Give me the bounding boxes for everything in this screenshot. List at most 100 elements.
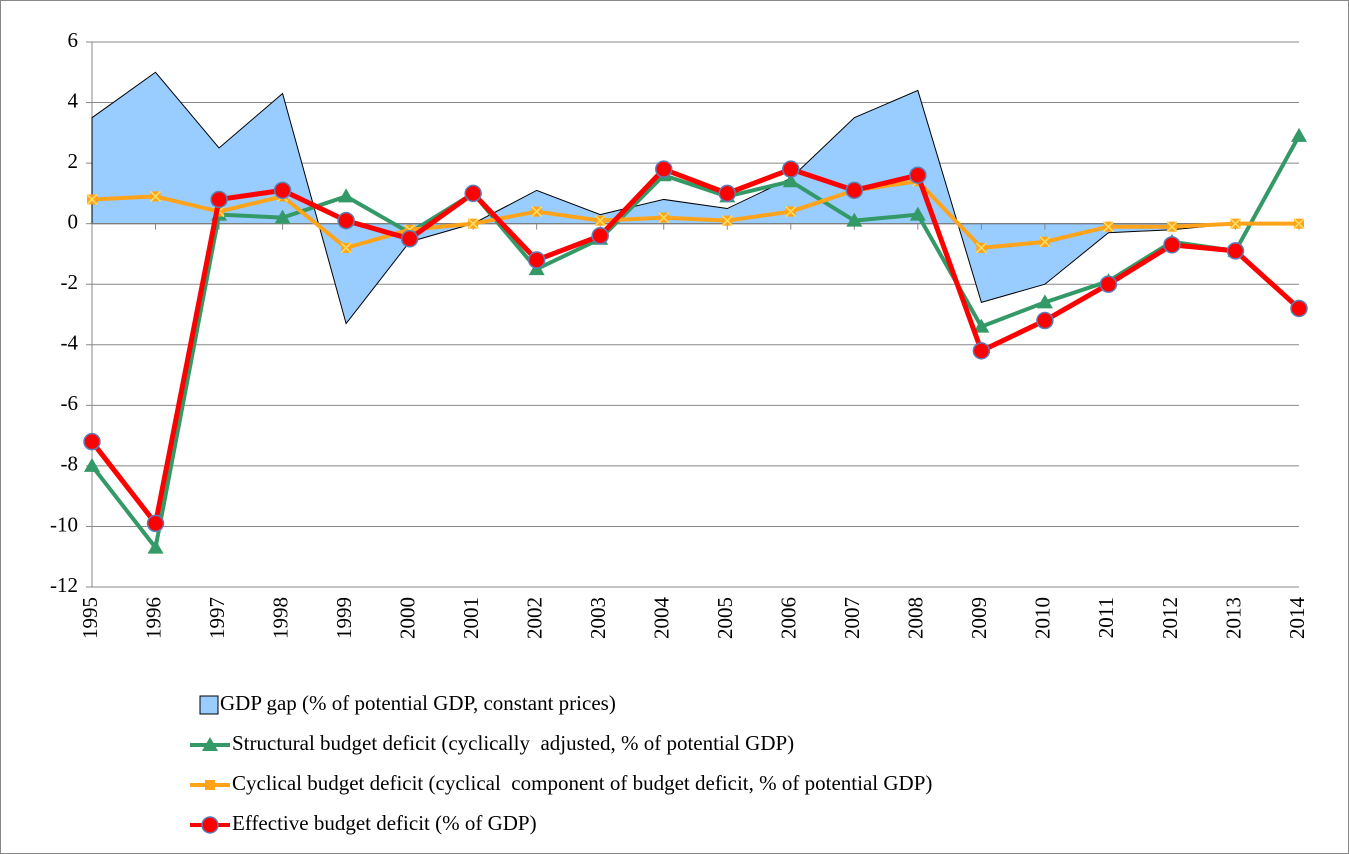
- marker: [400, 230, 419, 248]
- marker: [1163, 236, 1181, 254]
- y-tick-label: -10: [50, 512, 78, 536]
- marker: [1226, 242, 1245, 260]
- marker: [845, 181, 864, 200]
- x-tick-label: 2002: [522, 597, 546, 639]
- marker: [147, 539, 164, 554]
- legend-label: GDP gap (% of potential GDP, constant pr…: [220, 691, 616, 715]
- marker: [721, 215, 733, 227]
- marker: [86, 193, 98, 205]
- marker: [782, 173, 799, 188]
- marker-cross: [594, 215, 606, 227]
- marker: [146, 514, 165, 533]
- y-tick-label: -4: [61, 331, 79, 355]
- x-tick-label: 1998: [268, 597, 292, 639]
- marker: [594, 215, 606, 227]
- marker: [1293, 218, 1305, 230]
- marker: [1102, 221, 1114, 233]
- marker: [1036, 294, 1053, 309]
- x-tick-label: 2012: [1158, 597, 1182, 639]
- marker: [591, 227, 609, 245]
- marker: [340, 242, 352, 254]
- marker: [338, 188, 355, 203]
- marker-cross: [1102, 221, 1114, 233]
- line: [90, 134, 1301, 550]
- legend-marker-shape: [201, 816, 219, 834]
- marker: [84, 457, 100, 472]
- marker-cross: [975, 242, 987, 254]
- x-tick-label: 1996: [141, 597, 165, 639]
- marker: [464, 184, 482, 203]
- marker: [467, 218, 479, 230]
- marker-cross: [149, 190, 162, 202]
- x-tick-label: 2008: [904, 597, 928, 639]
- x-tick-label: 2014: [1285, 597, 1309, 640]
- series: [83, 160, 1308, 533]
- legend-label: Cyclical budget deficit (cyclical compon…: [232, 771, 932, 795]
- marker: [909, 206, 926, 221]
- y-tick-label: 6: [68, 28, 79, 52]
- x-tick-label: 1997: [205, 597, 229, 639]
- marker: [210, 190, 228, 209]
- x-tick-label: 2010: [1031, 597, 1055, 639]
- area: [91, 71, 1299, 325]
- x-tick-label: 2000: [395, 597, 419, 639]
- marker-cross: [1293, 218, 1305, 230]
- marker: [1290, 299, 1308, 318]
- legend-swatch: [199, 695, 219, 715]
- legend-marker-shape: [205, 780, 215, 790]
- marker: [337, 211, 355, 230]
- marker-cross: [1229, 218, 1242, 230]
- marker-cross: [1039, 236, 1051, 248]
- y-tick-label: -2: [61, 270, 79, 294]
- line: [90, 166, 1301, 526]
- marker: [83, 432, 101, 451]
- line: [91, 179, 1299, 250]
- marker-cross: [86, 193, 98, 205]
- marker: [1291, 127, 1307, 142]
- legend-marker: [205, 780, 215, 790]
- y-tick-label: -6: [61, 391, 79, 415]
- x-tick-label: 2011: [1094, 597, 1118, 638]
- marker: [274, 209, 291, 224]
- y-tick-label: -8: [61, 452, 79, 476]
- marker: [972, 342, 991, 360]
- marker-cross: [721, 215, 733, 227]
- marker: [654, 160, 673, 178]
- marker: [782, 160, 800, 178]
- x-tick-label: 2003: [586, 597, 610, 639]
- y-tick-label: -12: [50, 573, 78, 597]
- marker: [1229, 218, 1242, 230]
- y-tick-label: 2: [68, 149, 79, 173]
- y-tick-label: 0: [68, 209, 79, 233]
- marker-cross: [340, 242, 352, 254]
- marker: [975, 242, 987, 254]
- marker: [909, 166, 927, 184]
- marker-cross: [785, 206, 797, 218]
- marker-cross: [467, 218, 479, 230]
- x-tick-label: 2005: [713, 597, 737, 639]
- x-tick-label: 2013: [1221, 597, 1245, 639]
- marker-cross: [1166, 221, 1178, 233]
- x-tick-label: 1999: [332, 597, 356, 639]
- marker: [718, 184, 737, 203]
- marker-cross: [531, 206, 543, 218]
- marker: [1036, 311, 1054, 330]
- marker: [973, 318, 990, 333]
- marker: [273, 181, 292, 200]
- legend-label: Effective budget deficit (% of GDP): [232, 811, 537, 835]
- marker: [846, 212, 863, 227]
- legend-marker: [201, 816, 219, 834]
- marker: [1099, 275, 1118, 293]
- marker: [658, 212, 670, 224]
- legend-marker-shape: [202, 737, 218, 751]
- x-tick-label: 2006: [777, 597, 801, 639]
- marker: [149, 190, 162, 202]
- x-tick-label: 2007: [840, 597, 864, 639]
- marker: [785, 206, 797, 218]
- x-tick-label: 2004: [650, 597, 674, 640]
- marker-cross: [658, 212, 670, 224]
- legend-label: Structural budget deficit (cyclically ad…: [232, 731, 794, 755]
- marker: [527, 251, 546, 269]
- x-tick-label: 2009: [967, 597, 991, 639]
- marker: [531, 206, 543, 218]
